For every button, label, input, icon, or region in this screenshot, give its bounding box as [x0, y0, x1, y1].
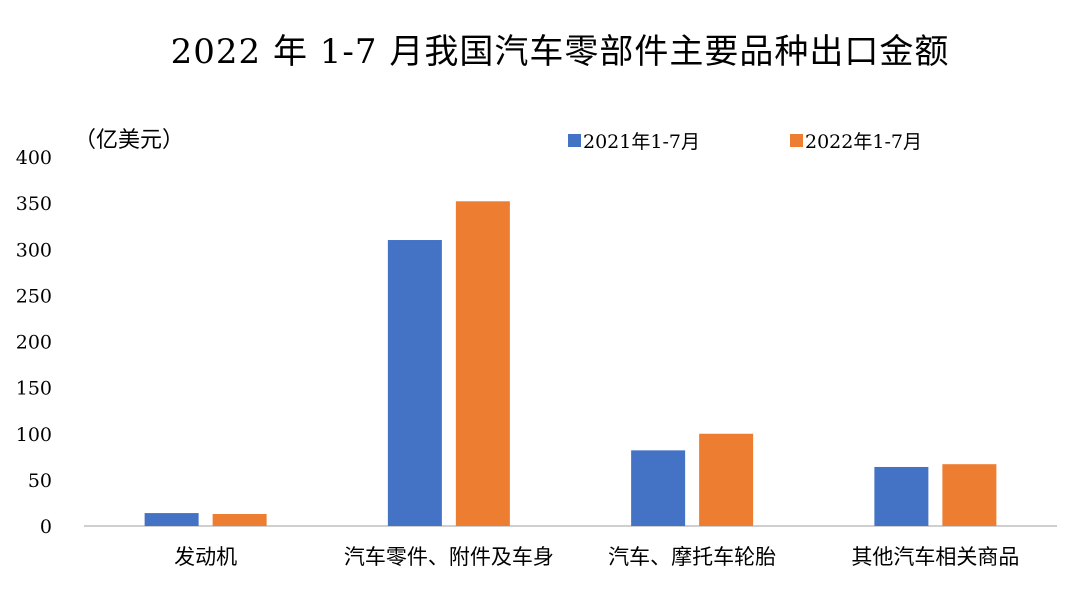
y-tick-label: 250 — [16, 285, 52, 307]
y-axis-ticks: 0 50 100 150 200 250 300 350 400 — [16, 147, 52, 538]
y-tick-label: 150 — [16, 378, 52, 400]
y-tick-label: 400 — [16, 147, 52, 169]
x-category-label: 汽车、摩托车轮胎 — [608, 545, 776, 569]
bar-1-3 — [631, 450, 686, 526]
bar-2-3 — [699, 433, 754, 526]
y-tick-label: 50 — [28, 470, 52, 492]
x-category-label: 其他汽车相关商品 — [851, 545, 1019, 569]
y-tick-label: 200 — [16, 332, 52, 354]
legend: 2021年1-7月 2022年1-7月 — [568, 131, 922, 153]
legend-swatch — [568, 134, 581, 147]
bar-1-2 — [387, 240, 442, 526]
y-tick-label: 100 — [16, 424, 52, 446]
x-category-label: 汽车零件、附件及车身 — [344, 545, 554, 569]
bar-1-4 — [874, 466, 929, 526]
bar-2-1 — [212, 514, 267, 526]
y-axis-label: （亿美元） — [74, 128, 184, 153]
legend-label: 2021年1-7月 — [583, 131, 700, 153]
y-tick-label: 350 — [16, 193, 52, 215]
legend-label: 2022年1-7月 — [805, 131, 922, 153]
bar-2-4 — [942, 464, 997, 526]
y-tick-label: 0 — [40, 516, 52, 538]
legend-swatch — [790, 134, 803, 147]
x-category-label: 发动机 — [174, 545, 237, 569]
y-tick-label: 300 — [16, 239, 52, 261]
bars — [144, 201, 997, 526]
chart-title: 2022 年 1-7 月我国汽车零部件主要品种出口金额 — [171, 32, 950, 72]
bar-2-2 — [455, 201, 510, 526]
x-axis-labels: 发动机 汽车零件、附件及车身 汽车、摩托车轮胎 其他汽车相关商品 — [174, 545, 1019, 569]
bar-1-1 — [144, 513, 199, 526]
